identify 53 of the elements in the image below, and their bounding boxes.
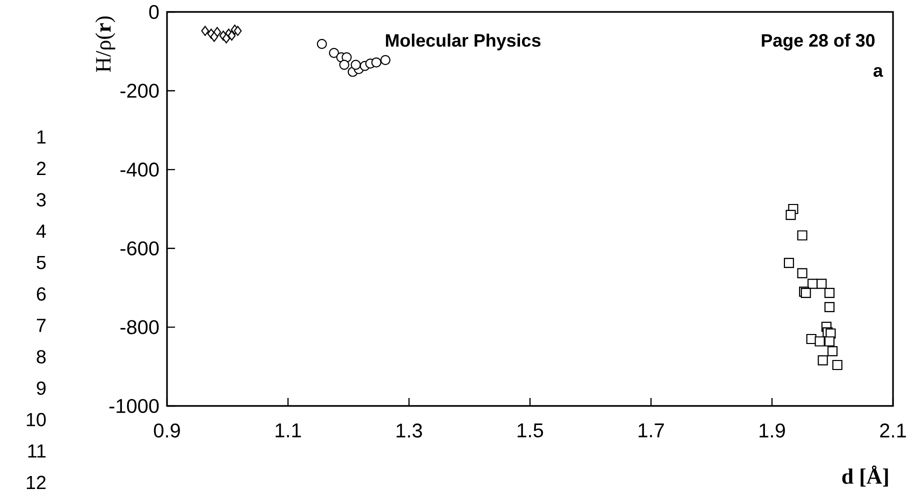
point	[316, 38, 327, 49]
x-tick-label: 1.7	[638, 424, 664, 438]
text: 12	[26, 476, 46, 489]
y-tick-label: -800	[120, 320, 159, 334]
point	[824, 336, 835, 346]
point	[827, 346, 838, 356]
point	[222, 33, 230, 44]
text: 8	[36, 350, 46, 364]
text: 10	[26, 412, 46, 426]
y-tick-label: 0	[149, 4, 159, 20]
point	[380, 55, 390, 66]
text: 4	[36, 224, 46, 238]
text: 11	[28, 444, 46, 458]
x-tick-label: 0.9	[154, 424, 180, 438]
y-tick-label: -1000	[109, 398, 159, 414]
y-tick-label: -200	[120, 84, 159, 98]
point	[339, 60, 350, 70]
point	[350, 60, 361, 70]
point	[210, 32, 218, 42]
annotation: Molecular Physics	[386, 34, 540, 50]
text: 3	[36, 193, 46, 206]
y-tick-label: -600	[120, 241, 159, 256]
point	[201, 26, 210, 36]
annotation: a	[874, 67, 884, 77]
text: 1	[37, 130, 46, 144]
point	[824, 288, 835, 298]
point	[784, 258, 794, 268]
x-tick-label: 1.3	[396, 424, 422, 438]
y-tick-label: -400	[120, 162, 159, 177]
text: 5	[36, 256, 46, 270]
point	[228, 30, 236, 41]
point	[816, 278, 827, 289]
y-axis-title: H/ρ(r)	[95, 16, 116, 72]
point	[814, 336, 825, 346]
point	[832, 360, 842, 370]
point	[797, 268, 808, 278]
point	[797, 230, 808, 240]
text: 6	[36, 287, 46, 301]
x-tick-label: 1.5	[518, 424, 544, 438]
point	[786, 210, 796, 220]
x-tick-label: 1.9	[760, 424, 785, 438]
annotation: Page 28 of 30	[762, 34, 875, 50]
x-tick-label: 2.1	[880, 424, 906, 438]
x-axis-title: d [Å]	[842, 466, 888, 487]
point	[371, 57, 382, 68]
text: 2	[36, 162, 46, 175]
point	[824, 302, 835, 312]
point	[328, 48, 340, 58]
point	[234, 26, 242, 36]
point	[818, 355, 828, 366]
text: 7	[36, 318, 46, 332]
text: 9	[36, 381, 46, 395]
x-tick-label: 1.1	[276, 424, 301, 438]
